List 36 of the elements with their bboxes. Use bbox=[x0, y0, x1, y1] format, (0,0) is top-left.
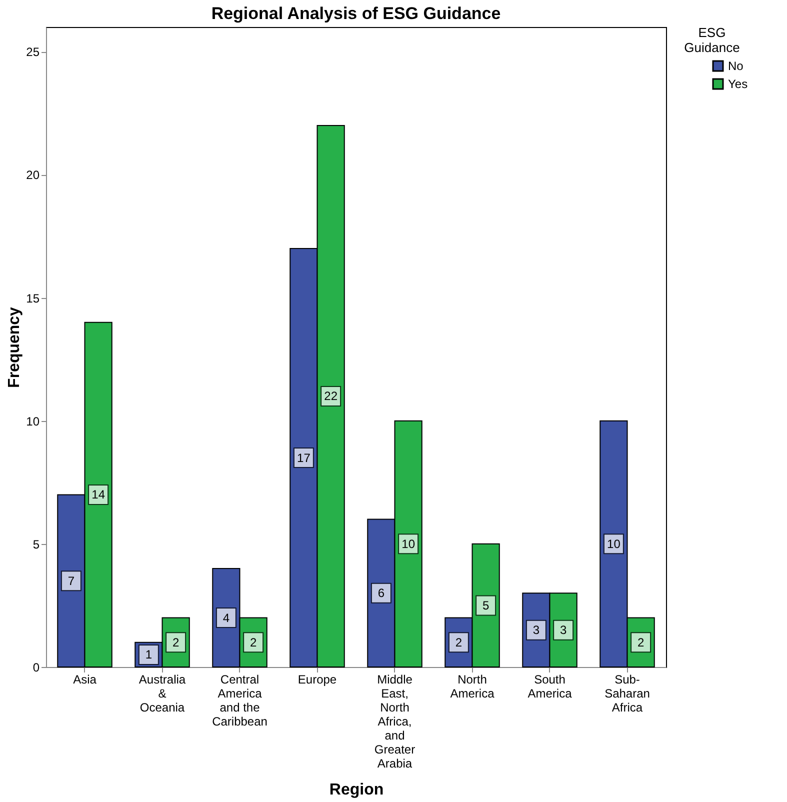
legend-label: Yes bbox=[728, 77, 748, 91]
x-tick-label: Middle East, North Africa, and Greater Arabia bbox=[374, 672, 416, 770]
data-label: 10 bbox=[402, 536, 416, 551]
data-label: 5 bbox=[482, 598, 490, 612]
data-label: 1 bbox=[145, 648, 152, 662]
data-label: 2 bbox=[455, 635, 462, 650]
y-tick-label: 20 bbox=[26, 168, 40, 182]
data-label: 14 bbox=[92, 488, 106, 502]
data-label: 2 bbox=[637, 635, 644, 650]
y-axis-title: Frequency bbox=[6, 306, 24, 388]
legend-title: ESG Guidance bbox=[684, 25, 740, 55]
x-axis-title: Region bbox=[329, 782, 384, 798]
x-tick-label: Central America and the Caribbean bbox=[212, 672, 268, 728]
data-label: 17 bbox=[297, 450, 311, 465]
data-label: 3 bbox=[560, 623, 567, 638]
y-tick-label: 25 bbox=[26, 45, 40, 60]
x-tick-label: Europe bbox=[298, 672, 337, 686]
x-tick-label: Sub- Saharan Africa bbox=[604, 672, 650, 714]
y-tick-label: 5 bbox=[32, 537, 40, 552]
data-label: 7 bbox=[68, 574, 75, 588]
y-tick-label: 0 bbox=[32, 660, 40, 674]
data-label: 2 bbox=[250, 635, 257, 650]
data-label: 2 bbox=[172, 635, 180, 650]
chart-title: Regional Analysis of ESG Guidance bbox=[211, 4, 501, 23]
y-tick-label: 15 bbox=[26, 291, 40, 306]
y-tick-label: 10 bbox=[26, 414, 40, 428]
x-tick-label: Australia & Oceania bbox=[138, 672, 186, 714]
data-label: 10 bbox=[607, 536, 621, 551]
legend-label: No bbox=[728, 59, 744, 73]
x-tick-label: Asia bbox=[73, 672, 97, 686]
data-label: 22 bbox=[324, 389, 338, 404]
x-tick-label: North America bbox=[450, 672, 495, 700]
data-label: 4 bbox=[222, 610, 230, 625]
data-label: 6 bbox=[378, 586, 385, 600]
data-label: 3 bbox=[532, 623, 540, 638]
x-tick-label: South America bbox=[528, 672, 572, 700]
